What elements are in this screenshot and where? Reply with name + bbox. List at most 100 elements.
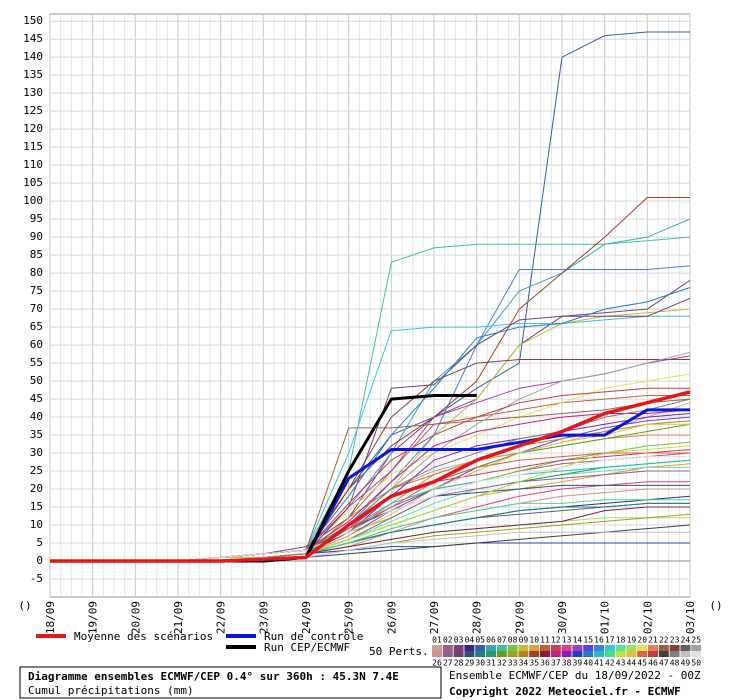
legend-swatch (475, 651, 486, 657)
legend-label: 05 (475, 636, 485, 645)
y-tick-label: 60 (30, 338, 43, 351)
legend-label: 47 (659, 659, 669, 668)
legend-swatch (680, 645, 691, 651)
y-tick-label: 100 (23, 194, 43, 207)
y-tick-label: 50 (30, 374, 43, 387)
legend-label: 27 (443, 659, 453, 668)
legend-swatch (475, 645, 486, 651)
legend-swatch (442, 645, 453, 651)
legend-swatch (583, 645, 594, 651)
legend-label: 38 (562, 659, 572, 668)
legend-label: 40 (583, 659, 593, 668)
legend-label: 08 (508, 636, 518, 645)
legend-label: 28 (454, 659, 464, 668)
x-tick-label: 03/10 (684, 601, 697, 634)
x-tick-label: 23/09 (257, 601, 270, 634)
legend-swatch (691, 645, 702, 651)
x-tick-label: 24/09 (300, 601, 313, 634)
legend-swatch (572, 651, 583, 657)
legend-label: 44 (627, 659, 637, 668)
y-tick-label: 95 (30, 212, 43, 225)
axis-marker: () (18, 599, 31, 612)
legend-label: 25 (691, 636, 701, 645)
legend-cep: Run CEP/ECMWF (264, 641, 350, 654)
legend-swatch (432, 645, 442, 651)
y-tick-label: 115 (23, 140, 43, 153)
legend-swatch (637, 651, 648, 657)
title-box (19, 666, 442, 699)
legend-swatch (529, 645, 540, 651)
legend-swatch (453, 645, 464, 651)
y-tick-label: 125 (23, 104, 43, 117)
y-tick-label: 0 (36, 554, 43, 567)
x-tick-label: 19/09 (87, 601, 100, 634)
x-tick-label: 20/09 (129, 601, 142, 634)
legend-label: 45 (637, 659, 647, 668)
x-tick-label: 30/09 (556, 601, 569, 634)
legend-label: 39 (573, 659, 583, 668)
legend-label: 29 (465, 659, 475, 668)
legend-swatch (453, 651, 464, 657)
legend-swatch (615, 651, 626, 657)
x-tick-label: 21/09 (172, 601, 185, 634)
y-tick-label: 55 (30, 356, 43, 369)
legend-swatch (615, 645, 626, 651)
legend-swatch (572, 645, 583, 651)
legend-label: 23 (670, 636, 680, 645)
legend-label: 06 (486, 636, 496, 645)
y-tick-label: 65 (30, 320, 43, 333)
y-tick-label: 30 (30, 446, 43, 459)
y-tick-label: 105 (23, 176, 43, 189)
legend-label: 19 (627, 636, 637, 645)
legend-label: 50 (691, 659, 701, 668)
legend-swatch (669, 645, 680, 651)
legend-swatch (496, 645, 507, 651)
chart-subtitle: Cumul précipitations (mm) (28, 684, 194, 697)
legend-label: 35 (529, 659, 539, 668)
y-tick-label: 130 (23, 86, 43, 99)
y-tick-label: 120 (23, 122, 43, 135)
legend-label: 11 (540, 636, 550, 645)
legend-label: 36 (540, 659, 550, 668)
y-tick-label: 70 (30, 302, 43, 315)
legend-swatch (658, 651, 669, 657)
y-tick-label: 45 (30, 392, 43, 405)
y-tick-label: 85 (30, 248, 43, 261)
x-tick-label: 26/09 (385, 601, 398, 634)
legend-label: 16 (594, 636, 604, 645)
legend-label: 21 (648, 636, 658, 645)
x-tick-label: 27/09 (428, 601, 441, 634)
legend-label: 43 (616, 659, 626, 668)
legend-label: 24 (681, 636, 691, 645)
y-tick-label: -5 (30, 572, 43, 585)
legend-swatch (550, 645, 561, 651)
legend-swatch (604, 645, 615, 651)
legend-label: 12 (551, 636, 561, 645)
legend-mean: Moyenne des scénarios (74, 630, 213, 643)
legend-swatch (594, 645, 604, 651)
legend-label: 02 (443, 636, 453, 645)
legend-swatch (561, 645, 572, 651)
legend-label: 26 (432, 659, 442, 668)
legend-label: 17 (605, 636, 615, 645)
legend-swatch (464, 651, 475, 657)
y-tick-label: 145 (23, 32, 43, 45)
legend-label: 20 (637, 636, 647, 645)
y-tick-label: 35 (30, 428, 43, 441)
legend-swatch (594, 651, 604, 657)
legend-swatch (648, 645, 658, 651)
y-tick-label: 10 (30, 518, 43, 531)
legend-control: Run de contrôle (264, 630, 363, 643)
legend-label: 09 (519, 636, 529, 645)
legend-swatch (626, 645, 637, 651)
y-tick-label: 80 (30, 266, 43, 279)
legend-label: 22 (659, 636, 669, 645)
legend-swatch (604, 651, 615, 657)
x-tick-label: 01/10 (599, 601, 612, 634)
legend-swatch (658, 645, 669, 651)
legend-swatch (486, 651, 496, 657)
legend-swatch (507, 645, 518, 651)
legend-label: 14 (573, 636, 583, 645)
legend-label: 30 (475, 659, 485, 668)
